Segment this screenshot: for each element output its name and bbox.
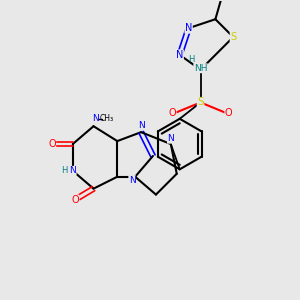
Text: N: N <box>92 114 98 123</box>
Text: N: N <box>138 121 145 130</box>
Text: N: N <box>176 50 183 60</box>
Text: CH₃: CH₃ <box>100 114 114 123</box>
Text: O: O <box>169 108 176 118</box>
Text: H: H <box>61 166 68 175</box>
Text: S: S <box>230 32 236 42</box>
Text: N: N <box>185 23 192 33</box>
Text: NH: NH <box>194 64 207 73</box>
Text: O: O <box>71 195 79 205</box>
Text: S: S <box>197 98 204 107</box>
Text: N: N <box>167 134 174 143</box>
Text: O: O <box>48 139 56 149</box>
Text: N: N <box>69 166 76 175</box>
Text: H: H <box>188 55 195 64</box>
Text: O: O <box>225 108 232 118</box>
Text: N: N <box>129 176 136 185</box>
